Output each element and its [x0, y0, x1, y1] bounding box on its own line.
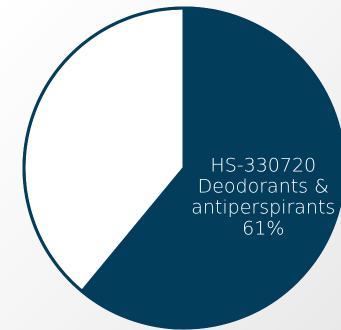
slice-category-label: HS-330720 — [210, 155, 316, 177]
slice-value-label: 61% — [242, 218, 284, 240]
slice-category-label: antiperspirants — [191, 197, 335, 219]
pie-border — [22, 6, 341, 330]
slice-category-label: Deodorants & — [198, 176, 329, 198]
